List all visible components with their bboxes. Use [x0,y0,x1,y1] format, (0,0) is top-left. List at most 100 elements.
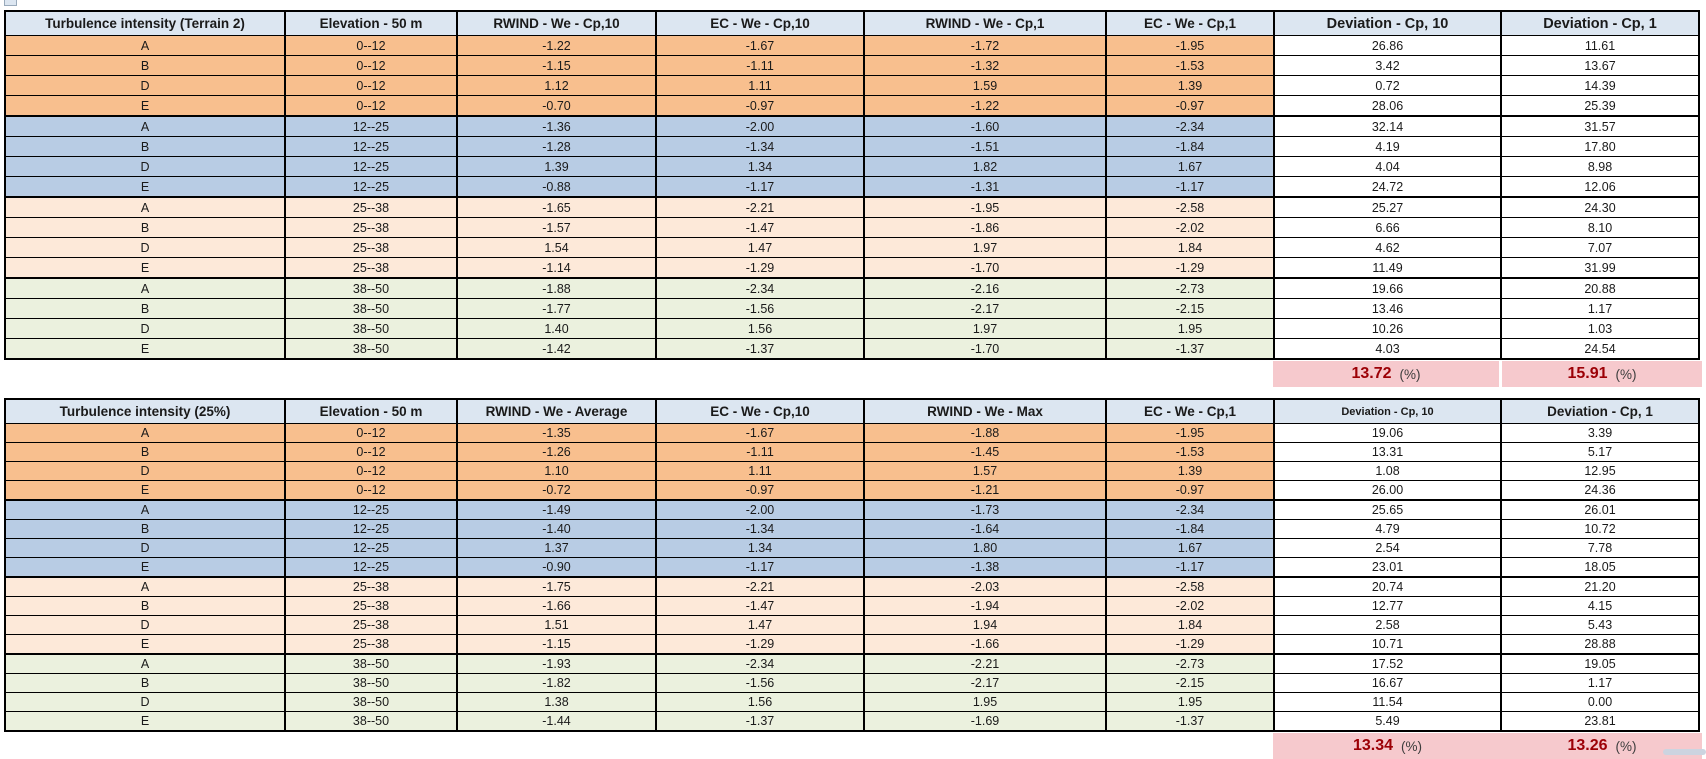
value-cell: -2.00 [655,499,865,520]
column-header: RWIND - We - Cp,10 [456,10,657,36]
value-cell: -0.90 [456,557,657,578]
elevation-cell: 25--38 [284,634,458,655]
deviation-cell: 4.03 [1273,338,1502,360]
elevation-cell: 12--25 [284,136,458,157]
deviation-cell: 2.54 [1273,538,1502,558]
value-cell: -1.56 [655,298,865,319]
deviation-cell: 13.67 [1500,55,1700,76]
value-cell: -1.40 [456,519,657,539]
deviation-cell: 5.49 [1273,711,1502,732]
category-cell: B [4,217,286,238]
value-cell: -2.17 [863,298,1107,319]
header-row: Turbulence intensity (Terrain 2) Elevatio… [4,10,1700,36]
value-cell: 1.37 [456,538,657,558]
value-cell: -1.47 [655,217,865,238]
value-cell: 1.47 [655,615,865,635]
deviation-cell: 10.26 [1273,318,1502,339]
percent-unit: (%) [1615,738,1637,754]
column-header: Deviation - Cp, 1 [1500,10,1700,36]
table-row: A 0--12 -1.35 -1.67 -1.88 -1.95 19.06 3.39 [4,423,1700,443]
value-cell: 1.97 [863,318,1107,339]
value-cell: -1.69 [863,711,1107,732]
value-cell: -1.95 [1105,35,1275,56]
value-cell: 1.34 [655,156,865,177]
table-row: D 38--50 1.40 1.56 1.97 1.95 10.26 1.03 [4,318,1700,339]
table-row: A 38--50 -1.93 -2.34 -2.21 -2.73 17.52 19.05 [4,653,1700,674]
deviation-cell: 7.07 [1500,237,1700,258]
deviation-cell: 21.20 [1500,576,1700,597]
deviation-cell: 6.66 [1273,217,1502,238]
table-row: E 25--38 -1.15 -1.29 -1.66 -1.29 10.71 28.88 [4,634,1700,655]
table-row: E 0--12 -0.72 -0.97 -1.21 -0.97 26.00 24.36 [4,480,1700,501]
category-cell: D [4,318,286,339]
elevation-cell: 25--38 [284,196,458,218]
value-cell: -1.44 [456,711,657,732]
deviation-cell: 16.67 [1273,673,1502,693]
value-cell: -1.22 [863,95,1107,117]
table-turbulence-terrain2: Turbulence intensity (Terrain 2) Elevatio… [4,10,1702,387]
scrollbar-thumb[interactable] [1663,749,1706,755]
deviation-cell: 19.06 [1273,423,1502,443]
value-cell: -0.88 [456,176,657,198]
deviation-cell: 24.36 [1500,480,1700,501]
deviation-cell: 0.72 [1273,75,1502,96]
value-cell: 1.97 [863,237,1107,258]
value-cell: -1.35 [456,423,657,443]
column-header: EC - We - Cp,10 [655,398,865,424]
category-cell: D [4,615,286,635]
value-cell: -1.95 [1105,423,1275,443]
value-cell: 1.95 [863,692,1107,712]
deviation-cell: 25.65 [1273,499,1502,520]
value-cell: 1.11 [655,461,865,481]
table-row: B 38--50 -1.77 -1.56 -2.17 -2.15 13.46 1.17 [4,298,1700,319]
deviation-cell: 12.77 [1273,596,1502,616]
value-cell: -1.65 [456,196,657,218]
table-row: E 12--25 -0.88 -1.17 -1.31 -1.17 24.72 12.06 [4,176,1700,198]
elevation-cell: 38--50 [284,653,458,674]
value-cell: -1.77 [456,298,657,319]
deviation-cell: 28.88 [1500,634,1700,655]
elevation-cell: 25--38 [284,217,458,238]
data-table: Turbulence intensity (Terrain 2) Elevatio… [4,10,1700,360]
value-cell: -2.03 [863,576,1107,597]
deviation-cell: 1.17 [1500,298,1700,319]
value-cell: -2.73 [1105,653,1275,674]
category-cell: A [4,576,286,597]
value-cell: 1.67 [1105,156,1275,177]
deviation-cell: 18.05 [1500,557,1700,578]
deviation-cell: 24.54 [1500,338,1700,360]
value-cell: 1.39 [456,156,657,177]
category-cell: B [4,298,286,319]
value-cell: 1.80 [863,538,1107,558]
column-header: Deviation - Cp, 10 [1273,398,1502,424]
value-cell: -1.95 [863,196,1107,218]
value-cell: 1.56 [655,692,865,712]
value-cell: -0.97 [1105,95,1275,117]
category-cell: E [4,338,286,360]
deviation-cell: 19.05 [1500,653,1700,674]
value-cell: -1.17 [1105,557,1275,578]
elevation-cell: 0--12 [284,75,458,96]
deviation-cell: 1.08 [1273,461,1502,481]
category-cell: E [4,95,286,117]
table-row: B 12--25 -1.28 -1.34 -1.51 -1.84 4.19 17.80 [4,136,1700,157]
deviation-cell: 20.74 [1273,576,1502,597]
value-cell: 1.51 [456,615,657,635]
value-cell: -1.47 [655,596,865,616]
value-cell: -0.97 [655,480,865,501]
value-cell: -1.51 [863,136,1107,157]
deviation-cell: 25.27 [1273,196,1502,218]
value-cell: -1.53 [1105,442,1275,462]
elevation-cell: 0--12 [284,442,458,462]
category-cell: A [4,35,286,56]
value-cell: 1.84 [1105,615,1275,635]
deviation-cell: 4.15 [1500,596,1700,616]
table-row: B 38--50 -1.82 -1.56 -2.17 -2.15 16.67 1.17 [4,673,1700,693]
table-row: A 38--50 -1.88 -2.34 -2.16 -2.73 19.66 20.88 [4,277,1700,299]
summary-value: 13.72 [1351,365,1392,382]
elevation-cell: 12--25 [284,115,458,137]
header-row: Turbulence intensity (25%) Elevation - 50… [4,398,1700,424]
elevation-cell: 0--12 [284,480,458,501]
category-cell: B [4,55,286,76]
value-cell: 1.94 [863,615,1107,635]
